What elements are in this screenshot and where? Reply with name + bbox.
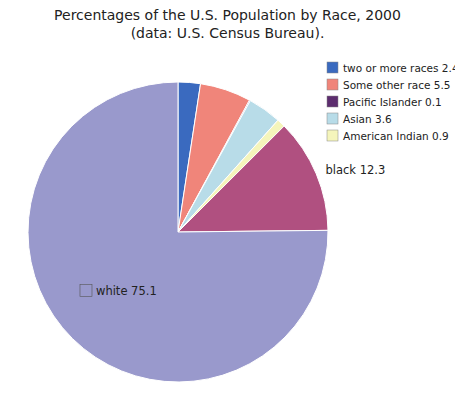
legend-label: two or more races 2.4 [343,62,455,74]
slice-label: white 75.1 [80,284,157,298]
legend-label: Some other race 5.5 [343,79,450,91]
label-swatch [80,285,92,297]
chart: Percentages of the U.S. Population by Ra… [0,0,455,405]
legend-label: American Indian 0.9 [343,130,449,142]
legend-swatch [327,96,338,107]
slice-label-text: white 75.1 [96,284,157,298]
pie [28,82,328,382]
slice-label: black 12.3 [326,163,386,177]
slice [28,82,328,382]
legend-label: Pacific Islander 0.1 [343,96,442,108]
legend: two or more races 2.4 Some other race 5.5… [327,62,455,142]
legend-swatch [327,113,338,124]
legend-label: Asian 3.6 [343,113,392,125]
slice [178,126,328,232]
slice-label-text: black 12.3 [326,163,386,177]
legend-swatch [327,130,338,141]
title: Percentages of the U.S. Population by Ra… [54,7,401,41]
chart-container: Percentages of the U.S. Population by Ra… [0,0,455,405]
legend-swatch [327,62,338,73]
legend-swatch [327,79,338,90]
